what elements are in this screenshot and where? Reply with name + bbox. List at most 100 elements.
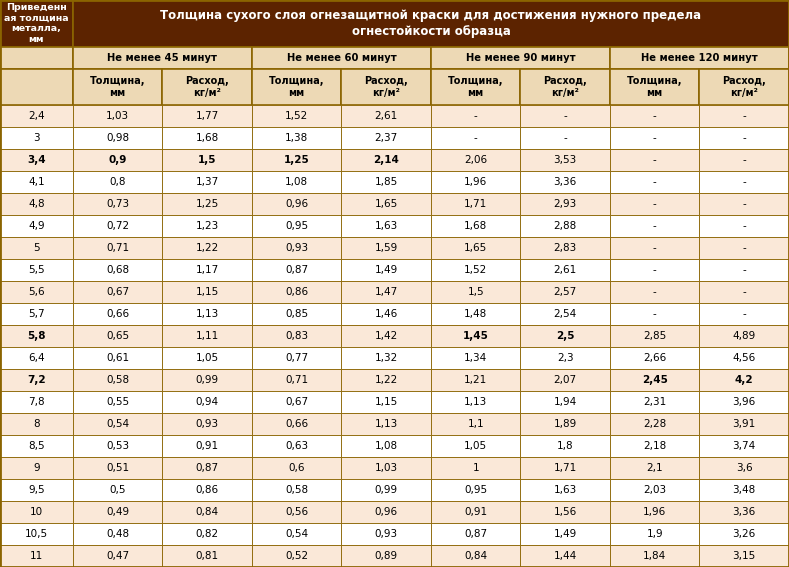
Text: 1,22: 1,22 — [196, 243, 219, 253]
Text: -: - — [653, 199, 656, 209]
Bar — [431, 281, 521, 303]
Text: 1,34: 1,34 — [464, 353, 488, 363]
Text: Не менее 45 минут: Не менее 45 минут — [107, 53, 218, 63]
Bar — [163, 237, 252, 259]
Text: 1,23: 1,23 — [196, 221, 219, 231]
Bar — [342, 281, 431, 303]
Text: 1,13: 1,13 — [196, 309, 219, 319]
Text: 1,85: 1,85 — [375, 177, 398, 187]
Bar — [521, 479, 610, 501]
Text: 1,25: 1,25 — [284, 155, 309, 165]
Text: 2,5: 2,5 — [556, 331, 574, 341]
Bar — [700, 69, 789, 105]
Text: 3,74: 3,74 — [733, 441, 756, 451]
Text: -: - — [742, 155, 746, 165]
Bar — [252, 457, 342, 479]
Text: -: - — [742, 133, 746, 143]
Text: 1,52: 1,52 — [285, 111, 308, 121]
Text: 0,54: 0,54 — [285, 529, 308, 539]
Bar — [521, 281, 610, 303]
Bar — [700, 501, 789, 523]
Text: 1,48: 1,48 — [464, 309, 488, 319]
Bar — [252, 413, 342, 435]
Bar — [700, 215, 789, 237]
Text: 1,45: 1,45 — [463, 331, 488, 341]
Bar — [521, 435, 610, 457]
Text: 10: 10 — [30, 507, 43, 517]
Bar — [0, 545, 73, 567]
Text: Расход,
кг/м²: Расход, кг/м² — [365, 76, 408, 98]
Text: 0,81: 0,81 — [196, 551, 219, 561]
Text: -: - — [653, 265, 656, 275]
Text: Расход,
кг/м²: Расход, кг/м² — [185, 76, 229, 98]
Bar — [521, 237, 610, 259]
Text: 1,96: 1,96 — [464, 177, 488, 187]
Bar — [163, 127, 252, 149]
Text: 4,1: 4,1 — [28, 177, 45, 187]
Bar — [700, 281, 789, 303]
Text: 1,05: 1,05 — [464, 441, 488, 451]
Text: 3,36: 3,36 — [733, 507, 756, 517]
Bar — [700, 105, 789, 127]
Text: 2,57: 2,57 — [554, 287, 577, 297]
Text: 0,94: 0,94 — [196, 397, 219, 407]
Text: -: - — [653, 309, 656, 319]
Text: 5,7: 5,7 — [28, 309, 45, 319]
Text: -: - — [742, 309, 746, 319]
Bar — [252, 479, 342, 501]
Bar — [431, 391, 521, 413]
Text: 2,61: 2,61 — [375, 111, 398, 121]
Text: 0,8: 0,8 — [110, 177, 126, 187]
Text: 1,13: 1,13 — [464, 397, 488, 407]
Bar — [610, 435, 700, 457]
Text: -: - — [742, 287, 746, 297]
Bar — [431, 347, 521, 369]
Bar — [700, 237, 789, 259]
Bar — [73, 69, 163, 105]
Text: 1,68: 1,68 — [196, 133, 219, 143]
Bar — [163, 457, 252, 479]
Bar — [0, 457, 73, 479]
Bar — [73, 501, 163, 523]
Bar — [521, 105, 610, 127]
Text: 0,71: 0,71 — [285, 375, 308, 385]
Bar — [342, 171, 431, 193]
Bar — [252, 303, 342, 325]
Bar — [610, 105, 700, 127]
Text: 0,68: 0,68 — [107, 265, 129, 275]
Bar — [431, 369, 521, 391]
Bar — [73, 479, 163, 501]
Bar — [342, 127, 431, 149]
Bar — [0, 501, 73, 523]
Bar — [610, 259, 700, 281]
Text: 1,25: 1,25 — [196, 199, 219, 209]
Bar — [521, 391, 610, 413]
Text: 2,37: 2,37 — [375, 133, 398, 143]
Bar — [252, 193, 342, 215]
Text: 0,55: 0,55 — [107, 397, 129, 407]
Text: 0,9: 0,9 — [109, 155, 127, 165]
Text: 0,65: 0,65 — [107, 331, 129, 341]
Text: 2,18: 2,18 — [643, 441, 667, 451]
Bar — [610, 281, 700, 303]
Text: 7,8: 7,8 — [28, 397, 45, 407]
Text: 0,63: 0,63 — [285, 441, 308, 451]
Text: 0,72: 0,72 — [107, 221, 129, 231]
Text: 1,1: 1,1 — [467, 419, 484, 429]
Text: 0,87: 0,87 — [464, 529, 488, 539]
Bar — [0, 237, 73, 259]
Text: 9: 9 — [33, 463, 39, 473]
Text: -: - — [742, 199, 746, 209]
Text: 0,99: 0,99 — [375, 485, 398, 495]
Text: 4,89: 4,89 — [733, 331, 756, 341]
Text: 0,84: 0,84 — [196, 507, 219, 517]
Text: 0,52: 0,52 — [285, 551, 308, 561]
Text: 0,71: 0,71 — [107, 243, 129, 253]
Bar — [431, 193, 521, 215]
Text: 8: 8 — [33, 419, 39, 429]
Bar — [700, 413, 789, 435]
Bar — [163, 391, 252, 413]
Bar — [431, 457, 521, 479]
Text: 1,11: 1,11 — [196, 331, 219, 341]
Bar — [252, 259, 342, 281]
